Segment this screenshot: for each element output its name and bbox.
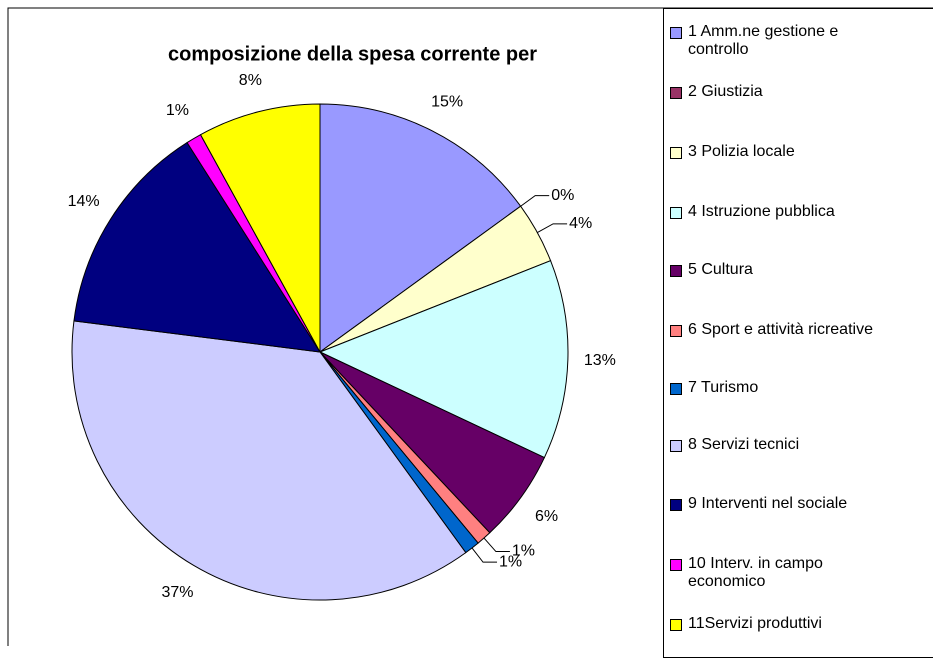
pie-slice bbox=[319, 103, 522, 353]
data-label: 1% bbox=[512, 543, 535, 560]
legend-label: 3 Polizia locale bbox=[688, 143, 795, 160]
leader-line bbox=[537, 223, 568, 233]
data-label: 1% bbox=[499, 553, 522, 570]
data-label: 6% bbox=[535, 508, 558, 525]
pie-slice bbox=[71, 320, 467, 601]
legend-entry: 4 Istruzione pubblica bbox=[670, 203, 835, 221]
legend-swatch bbox=[670, 440, 682, 452]
data-label: 1% bbox=[166, 102, 189, 119]
legend-swatch bbox=[670, 265, 682, 277]
legend-entry: 9 Interventi nel sociale bbox=[670, 495, 847, 513]
legend-swatch bbox=[670, 147, 682, 159]
legend-label: 1 Amm.ne gestione e controllo bbox=[688, 23, 839, 58]
legend-entry: 10 Interv. in campo economico bbox=[670, 555, 858, 591]
leader-line bbox=[483, 537, 510, 553]
legend-entry: 11Servizi produttivi bbox=[670, 615, 822, 633]
legend-swatch bbox=[670, 383, 682, 395]
legend-entry: 3 Polizia locale bbox=[670, 143, 795, 161]
data-label: 4% bbox=[569, 215, 592, 232]
data-label: 14% bbox=[68, 193, 100, 210]
legend-entry: 7 Turismo bbox=[670, 379, 758, 397]
legend-label: 9 Interventi nel sociale bbox=[688, 495, 848, 512]
legend-swatch bbox=[670, 207, 682, 219]
legend-swatch bbox=[670, 27, 682, 39]
legend-entry: 8 Servizi tecnici bbox=[670, 436, 799, 454]
legend-label: 4 Istruzione pubblica bbox=[688, 203, 835, 220]
legend-label: 2 Giustizia bbox=[688, 83, 763, 100]
legend-label: 11Servizi produttivi bbox=[688, 615, 822, 632]
pie-slice bbox=[199, 103, 321, 353]
legend-label: 8 Servizi tecnici bbox=[688, 436, 800, 453]
leader-line bbox=[471, 547, 498, 563]
legend-entry: 5 Cultura bbox=[670, 261, 753, 279]
legend-label: 6 Sport e attività ricreative bbox=[688, 321, 873, 338]
data-label: 37% bbox=[161, 584, 193, 601]
legend-swatch bbox=[670, 325, 682, 337]
legend-entry: 2 Giustizia bbox=[670, 83, 763, 101]
data-label: 8% bbox=[239, 72, 262, 89]
legend-swatch bbox=[670, 87, 682, 99]
data-label: 15% bbox=[431, 94, 463, 111]
data-label: 13% bbox=[584, 352, 616, 369]
legend-entry: 6 Sport e attività ricreative bbox=[670, 321, 873, 339]
legend-swatch bbox=[670, 619, 682, 631]
pie-slice bbox=[73, 141, 321, 353]
chart-title: composizione della spesa corrente per bbox=[168, 43, 537, 65]
legend-swatch bbox=[670, 499, 682, 511]
legend: 1 Amm.ne gestione e controllo 2 Giustizia… bbox=[663, 8, 933, 658]
legend-swatch bbox=[670, 559, 682, 571]
legend-label: 7 Turismo bbox=[688, 379, 759, 396]
leader-line bbox=[520, 195, 550, 207]
legend-entry: 1 Amm.ne gestione e controllo bbox=[670, 23, 858, 59]
legend-label: 10 Interv. in campo economico bbox=[688, 555, 823, 590]
legend-label: 5 Cultura bbox=[688, 261, 753, 278]
pie-slice bbox=[318, 260, 569, 459]
data-label: 0% bbox=[551, 187, 574, 204]
